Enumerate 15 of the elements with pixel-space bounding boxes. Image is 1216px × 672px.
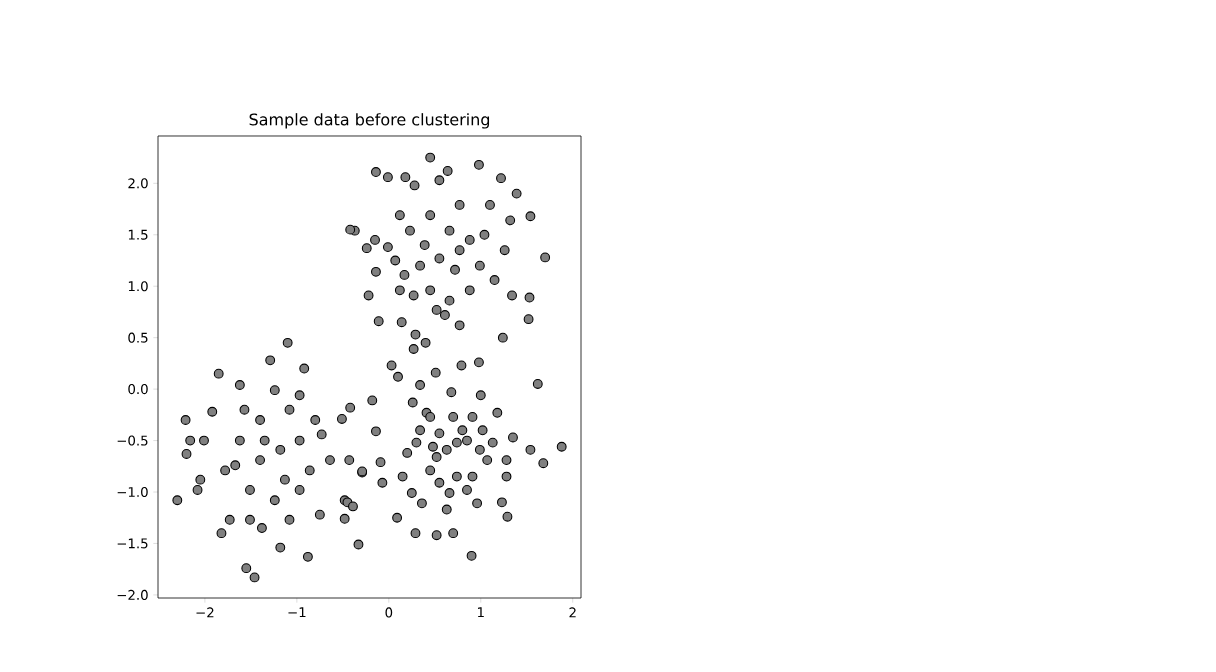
x-tick-label: 0 <box>385 607 393 618</box>
y-tick-label: 1.5 <box>128 229 148 240</box>
y-tick-label: 0.0 <box>128 384 148 395</box>
y-tick-label: −2.0 <box>117 589 148 600</box>
x-tick-label: 1 <box>477 607 484 618</box>
chart-title: Sample data before clustering <box>249 113 490 129</box>
x-tick-label: −1 <box>288 607 306 618</box>
y-tick-label: 0.5 <box>128 332 148 343</box>
x-tick-label: −2 <box>196 607 214 618</box>
y-tick-label: 1.0 <box>128 281 148 292</box>
y-tick-label: −1.0 <box>117 486 148 498</box>
y-tick-label: −1.5 <box>117 538 148 549</box>
y-tick-label: 2.0 <box>128 178 148 189</box>
y-tick-label: −0.5 <box>117 435 148 446</box>
x-tick-label: 2 <box>569 607 576 618</box>
